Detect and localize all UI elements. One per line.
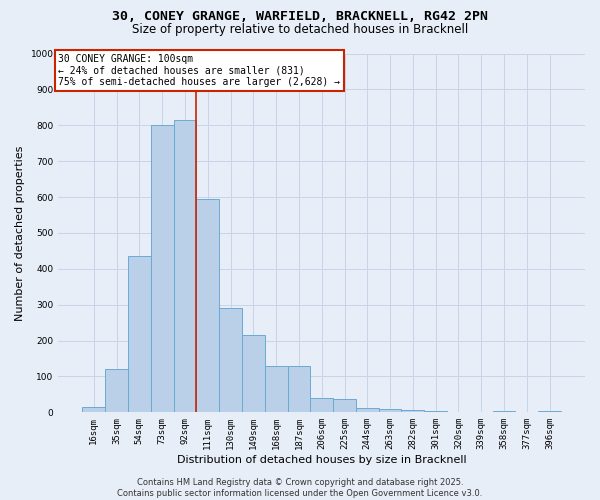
Bar (287, 366, 310, 412)
Text: Size of property relative to detached houses in Bracknell: Size of property relative to detached ho… (132, 22, 468, 36)
Bar (219, 308, 242, 412)
Bar (151, 126, 173, 412)
Bar (401, 410, 424, 412)
Bar (82, 407, 105, 412)
Text: 30, CONEY GRANGE, WARFIELD, BRACKNELL, RG42 2PN: 30, CONEY GRANGE, WARFIELD, BRACKNELL, R… (112, 10, 488, 23)
Bar (424, 410, 447, 412)
Bar (493, 410, 515, 412)
Bar (538, 410, 561, 412)
Bar (379, 408, 401, 412)
Bar (128, 256, 151, 412)
Bar (310, 398, 333, 412)
Y-axis label: Number of detached properties: Number of detached properties (15, 145, 25, 320)
X-axis label: Distribution of detached houses by size in Bracknell: Distribution of detached houses by size … (177, 455, 467, 465)
Bar (173, 120, 196, 412)
Bar (196, 199, 219, 412)
Bar (265, 366, 287, 412)
Bar (242, 335, 265, 412)
Bar (105, 370, 128, 412)
Text: Contains HM Land Registry data © Crown copyright and database right 2025.
Contai: Contains HM Land Registry data © Crown c… (118, 478, 482, 498)
Bar (356, 408, 379, 412)
Text: 30 CONEY GRANGE: 100sqm
← 24% of detached houses are smaller (831)
75% of semi-d: 30 CONEY GRANGE: 100sqm ← 24% of detache… (58, 54, 340, 86)
Bar (333, 398, 356, 412)
